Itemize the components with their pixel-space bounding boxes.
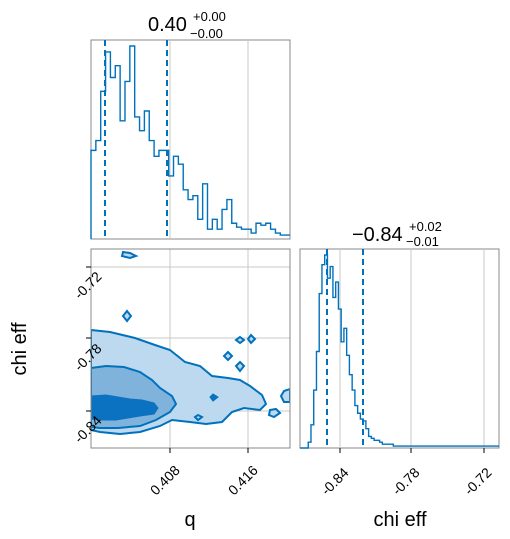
q-histogram-step-outline [90, 45, 290, 239]
q-histogram-bin [149, 141, 154, 239]
q-histogram-bin [198, 219, 203, 239]
contour-island [246, 333, 257, 345]
joint-x-ticks: 0.408 0.416 [147, 448, 261, 498]
q-title-plus: +0.00 [193, 9, 226, 24]
chi-histogram-bin [333, 297, 336, 448]
q-histogram-bin [251, 233, 256, 239]
q-histogram-bin [130, 46, 135, 239]
q-histogram-bin [140, 131, 145, 239]
contour-island [234, 360, 246, 373]
contour-island [279, 387, 290, 403]
q-histogram-bin [154, 156, 159, 239]
contour-island [234, 335, 246, 345]
x-tick-label: 0.408 [147, 462, 183, 498]
q-title-value: 0.40 [148, 14, 187, 36]
contour-island [121, 309, 133, 323]
q-histogram-bin [174, 156, 179, 239]
q-histogram-bin [96, 141, 101, 239]
q-histogram-bin [227, 200, 232, 239]
q-histogram-bin [193, 196, 198, 239]
x-tick-label: -0.72 [461, 464, 495, 498]
q-histogram-bin [241, 229, 246, 239]
q-histogram-bin [110, 78, 115, 239]
chi-title-minus: −0.01 [406, 234, 439, 249]
q-histogram-bin [106, 52, 111, 239]
chi-marginal-panel: -0.84 -0.78 -0.72 [299, 248, 500, 498]
contour-island [193, 413, 204, 422]
q-histogram-bars [90, 45, 290, 239]
contour-inner-level [91, 394, 159, 421]
q-histogram-bin [237, 227, 242, 239]
contour-island [267, 407, 282, 419]
q-marginal-panel [90, 39, 291, 240]
q-histogram-bin [144, 111, 149, 239]
q-histogram-bin [188, 200, 193, 239]
q-histogram-bin [178, 164, 183, 239]
q-histogram-bin [275, 233, 280, 239]
q-histogram-bin [115, 66, 120, 239]
x-axis-label-chi-eff: chi eff [374, 509, 427, 531]
q-histogram-bin [246, 229, 251, 239]
joint-frame [90, 248, 291, 449]
q-histogram-bin [232, 223, 237, 239]
q-histogram-bin [271, 229, 276, 239]
chi-title-plus: +0.02 [409, 219, 442, 234]
q-histogram-bin [217, 229, 222, 239]
q-histogram-bin [125, 81, 130, 239]
chi-title-value: −0.84 [352, 224, 403, 246]
q-histogram-bin [212, 219, 217, 239]
q-histogram-bin [256, 223, 261, 239]
x-tick-label: -0.78 [389, 464, 423, 498]
q-histogram-bin [135, 117, 140, 239]
q-histogram-bin [222, 209, 227, 239]
q-title-minus: −0.00 [190, 26, 223, 41]
q-histogram-bin [91, 150, 96, 239]
q-marginal-frame [90, 39, 291, 240]
x-tick-label: 0.416 [225, 462, 261, 498]
joint-panel [90, 248, 291, 449]
contour-island [209, 393, 219, 402]
q-histogram-bin [120, 121, 125, 239]
x-tick-label: -0.84 [318, 464, 352, 498]
contour-island [222, 350, 234, 362]
q-histogram-bin [207, 229, 212, 239]
q-histogram-bin [266, 223, 271, 239]
q-histogram-bin [169, 176, 174, 239]
contour-island [120, 250, 139, 260]
y-axis-label-chi-eff: chi eff [9, 322, 31, 375]
q-histogram-bin [183, 190, 188, 239]
chi-histogram-bin [374, 440, 377, 448]
x-axis-label-q: q [184, 509, 195, 531]
q-histogram-bin [203, 184, 208, 239]
q-histogram-bin [261, 225, 266, 239]
chi-histogram-bin [341, 342, 344, 448]
q-histogram-bin [159, 150, 164, 239]
